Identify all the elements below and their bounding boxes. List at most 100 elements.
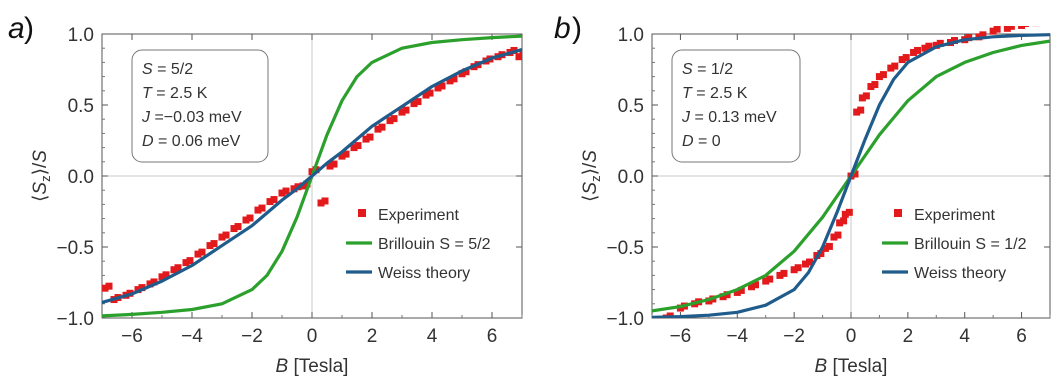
data-point-experiment — [867, 83, 875, 91]
data-point-experiment — [210, 240, 218, 248]
legend-label-weiss-theory: Weiss theory — [378, 265, 470, 282]
data-point-experiment — [817, 250, 825, 258]
panel-label-a-paren: ) — [24, 12, 34, 45]
data-point-experiment — [1032, 26, 1040, 27]
data-point-experiment — [806, 258, 814, 266]
data-point-experiment — [858, 94, 866, 102]
data-point-experiment — [134, 286, 142, 294]
x-tick-label: 6 — [487, 326, 498, 347]
parameter-line: S = 5/2 — [142, 61, 193, 78]
data-point-experiment — [458, 70, 466, 78]
parameter-line: D = 0 — [682, 133, 721, 150]
y-axis-label: ⟨Sz⟩/S — [30, 150, 53, 202]
data-point-experiment — [780, 269, 788, 277]
legend-label-brillouin-s-1-2: Brillouin S = 1/2 — [914, 236, 1027, 253]
data-point-experiment — [936, 39, 944, 47]
data-point-experiment — [138, 284, 146, 292]
chart-panel-a: a ) −6 −4 −2 0 2 4 6 −1.0 −0.5 0.0 0.5 1.0 B [Tesla]… — [8, 12, 523, 377]
y-tick-label: 0.5 — [68, 96, 94, 117]
data-point-experiment — [989, 27, 997, 35]
parameter-box — [131, 49, 269, 163]
legend-label-weiss-theory: Weiss theory — [914, 265, 1006, 282]
legend-marker-experiment — [358, 209, 366, 217]
data-point-experiment — [1018, 26, 1026, 29]
data-point-experiment — [737, 286, 745, 294]
data-point-experiment — [733, 288, 741, 296]
data-point-experiment — [879, 71, 887, 79]
data-point-experiment — [150, 278, 158, 286]
data-point-experiment — [299, 182, 307, 190]
y-axis-label: ⟨Sz⟩/S — [580, 150, 603, 202]
data-point-experiment — [910, 48, 918, 56]
data-point-experiment — [925, 42, 933, 50]
data-point-experiment — [398, 108, 406, 116]
data-point-experiment — [434, 84, 442, 92]
data-point-experiment — [462, 68, 470, 76]
series-line-weiss-theory — [652, 33, 1050, 318]
data-point-experiment — [182, 259, 190, 267]
data-point-experiment — [1022, 26, 1030, 27]
data-point-experiment — [206, 242, 214, 250]
series-line-weiss-theory — [102, 48, 522, 304]
data-point-experiment — [825, 242, 833, 250]
y-tick-label: −1.0 — [56, 309, 94, 330]
data-point-experiment — [102, 284, 109, 292]
parameter-line: T = 2.5 K — [142, 85, 208, 102]
x-axis-label: B [Tesla] — [815, 356, 888, 377]
chart-panel-b: b ) −6 −4 −2 0 2 4 6 −1.0 −0.5 0.0 0.5 1.0 B [Tesla]… — [554, 12, 1051, 377]
data-point-experiment — [266, 198, 274, 206]
data-point-experiment — [386, 117, 394, 125]
data-point-experiment — [234, 223, 242, 231]
data-point-experiment — [162, 271, 170, 279]
data-point-experiment — [426, 89, 434, 97]
data-point-experiment — [374, 125, 382, 133]
panel-label-a: a — [8, 12, 25, 45]
data-point-experiment — [366, 133, 374, 141]
parameter-line: T = 2.5 K — [682, 85, 748, 102]
data-point-experiment — [330, 160, 338, 168]
x-tick-label: −2 — [783, 326, 805, 347]
data-point-experiment — [776, 271, 784, 279]
data-point-experiment — [312, 166, 320, 174]
x-tick-label: 6 — [1016, 326, 1027, 347]
data-point-experiment — [105, 282, 113, 290]
parameter-line: J =−0.03 meV — [141, 109, 242, 126]
data-point-experiment — [350, 144, 358, 152]
data-point-experiment — [902, 54, 910, 62]
panel-label-b-paren: ) — [572, 12, 582, 45]
legend-marker-experiment — [894, 209, 902, 217]
data-point-experiment — [242, 216, 250, 224]
data-point-experiment — [766, 275, 774, 283]
data-point-experiment — [390, 115, 398, 123]
data-point-experiment — [862, 92, 870, 100]
data-point-experiment — [1044, 16, 1051, 23]
data-point-experiment — [875, 73, 883, 81]
data-point-experiment — [515, 53, 522, 61]
data-point-experiment — [410, 100, 418, 108]
data-point-experiment — [951, 37, 958, 45]
data-point-experiment — [378, 123, 386, 131]
y-tick-label: 0.0 — [618, 167, 644, 188]
data-point-experiment — [230, 225, 238, 233]
x-tick-label: −2 — [241, 326, 263, 347]
parameter-line: J = 0.13 meV — [681, 109, 777, 126]
y-tick-label: 0.5 — [618, 96, 644, 117]
data-point-experiment — [871, 81, 879, 89]
x-tick-label: 2 — [367, 326, 378, 347]
data-point-experiment — [317, 199, 325, 207]
data-point-experiment — [186, 257, 194, 265]
data-point-experiment — [254, 206, 262, 214]
data-point-experiment — [845, 208, 853, 216]
data-point-experiment — [338, 152, 346, 160]
data-point-experiment — [836, 219, 844, 227]
data-point-experiment — [321, 197, 329, 205]
data-point-experiment — [222, 231, 230, 239]
data-point-experiment — [303, 180, 311, 188]
data-point-experiment — [748, 283, 755, 291]
data-point-experiment — [362, 135, 370, 143]
x-tick-label: 0 — [846, 326, 857, 347]
data-point-experiment — [651, 319, 658, 326]
parameter-box — [671, 49, 801, 163]
data-point-experiment — [422, 91, 430, 99]
data-point-experiment — [840, 217, 848, 225]
